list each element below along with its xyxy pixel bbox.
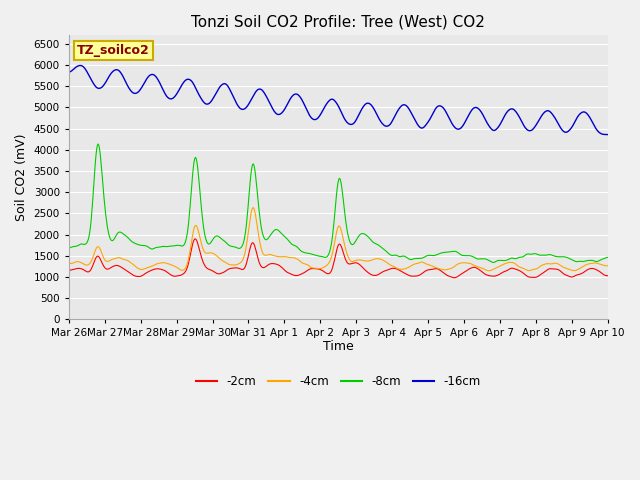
Legend: -2cm, -4cm, -8cm, -16cm: -2cm, -4cm, -8cm, -16cm bbox=[191, 371, 485, 393]
Text: TZ_soilco2: TZ_soilco2 bbox=[77, 44, 150, 57]
X-axis label: Time: Time bbox=[323, 340, 354, 353]
Title: Tonzi Soil CO2 Profile: Tree (West) CO2: Tonzi Soil CO2 Profile: Tree (West) CO2 bbox=[191, 15, 485, 30]
Y-axis label: Soil CO2 (mV): Soil CO2 (mV) bbox=[15, 133, 28, 221]
